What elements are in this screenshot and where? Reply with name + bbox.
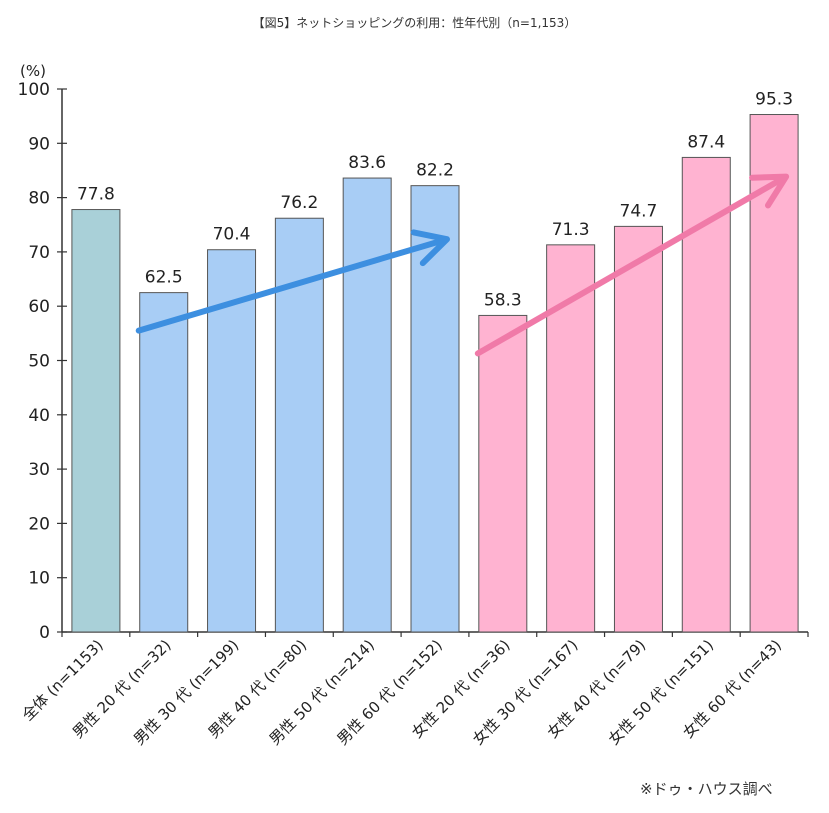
y-tick-label: 30 [28, 460, 50, 480]
data-label: 74.7 [620, 201, 658, 221]
y-tick-label: 0 [39, 623, 50, 643]
data-label: 62.5 [145, 268, 183, 288]
female-trend-arrow-head [749, 173, 790, 209]
bar-female [478, 314, 528, 633]
y-tick-label: 90 [28, 134, 50, 154]
bar-female [613, 225, 663, 633]
y-tick-label: 20 [28, 514, 50, 534]
y-tick-label: 100 [18, 80, 50, 100]
bar-male [410, 185, 460, 633]
y-tick-label: 70 [28, 243, 50, 263]
male-trend-arrow-shaft [135, 237, 447, 334]
data-label: 83.6 [348, 153, 386, 173]
y-tick-label: 40 [28, 406, 50, 426]
y-tick-label: 50 [28, 352, 50, 372]
male-trend-arrow-head [410, 229, 450, 267]
y-tick-label: 60 [28, 297, 50, 317]
chart-title: 【図5】ネットショッピングの利用：性年代別（n=1,153） [252, 16, 577, 30]
bar-male [342, 177, 392, 633]
bar-total [71, 209, 121, 633]
female-trend-arrow-shaft [474, 175, 786, 357]
data-label: 71.3 [552, 220, 590, 240]
data-label: 70.4 [213, 225, 251, 245]
data-label: 87.4 [687, 132, 725, 152]
bar-male [207, 249, 257, 633]
y-tick-label: 80 [28, 189, 50, 209]
data-label: 58.3 [484, 290, 522, 310]
data-label: 82.2 [416, 161, 454, 181]
y-axis-unit-label: (%) [20, 62, 46, 80]
bar-female [681, 156, 731, 633]
source-note: ※ドゥ・ハウス調べ [640, 780, 773, 798]
y-tick-label: 10 [28, 569, 50, 589]
data-label: 77.8 [77, 185, 115, 205]
data-label: 76.2 [280, 193, 318, 213]
data-label: 95.3 [755, 90, 793, 110]
bar-male [139, 292, 189, 633]
